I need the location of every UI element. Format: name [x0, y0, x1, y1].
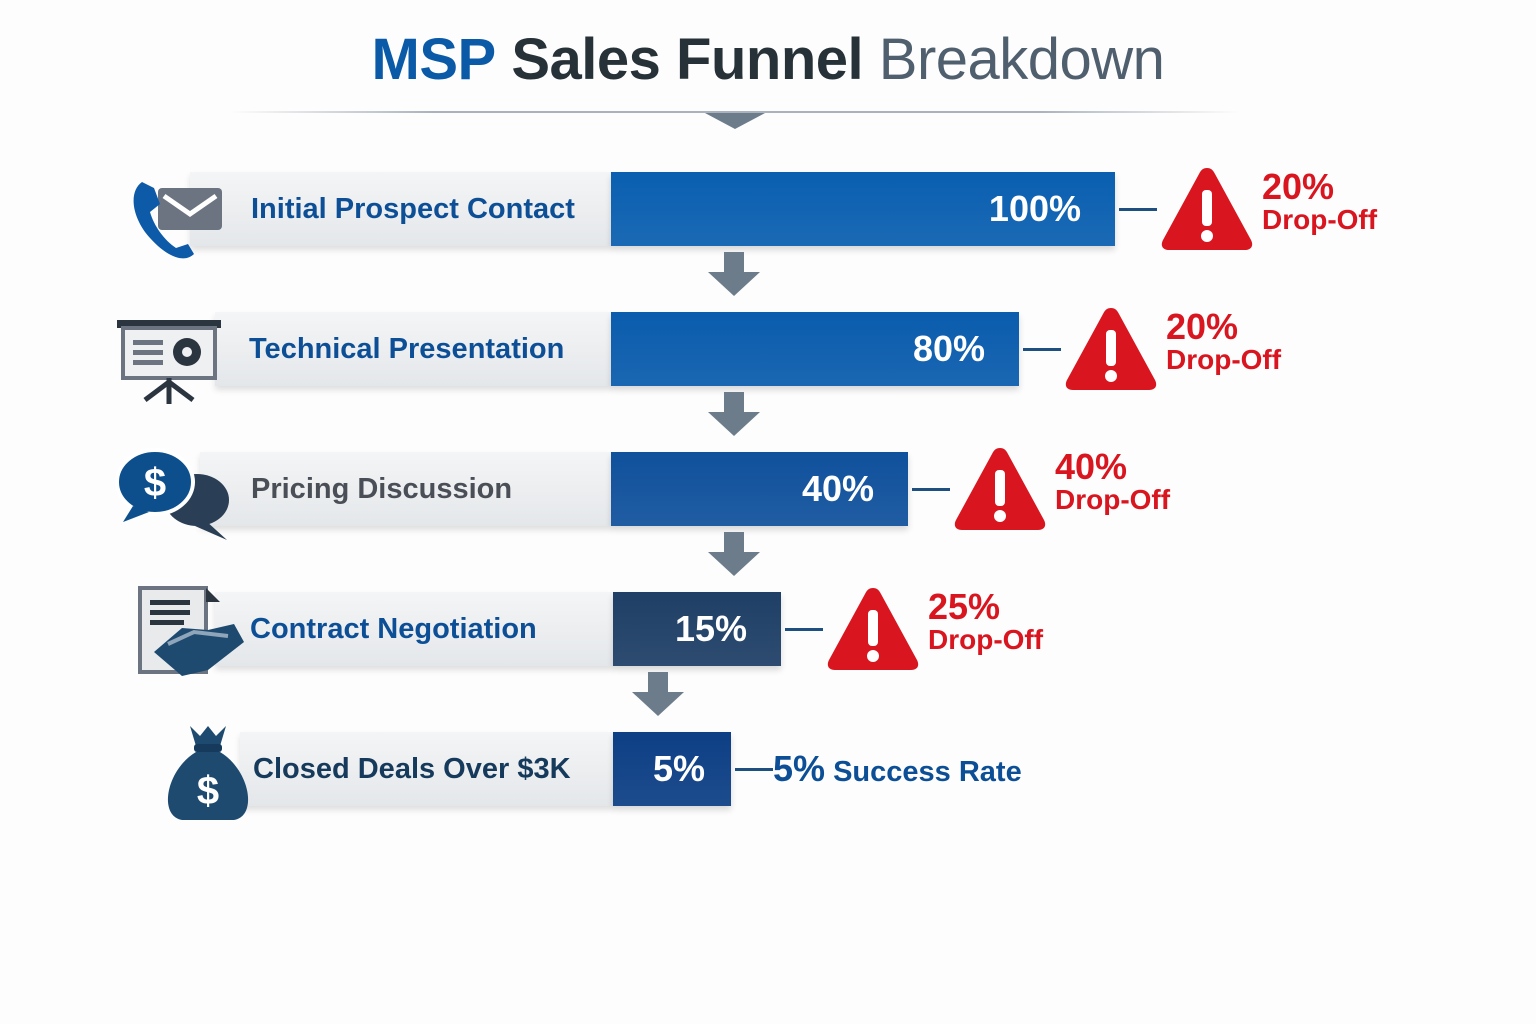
stage-label: Contract Negotiation: [250, 613, 537, 645]
stage-value-label: 5%: [652, 748, 705, 789]
stage-label-panel: [200, 452, 611, 526]
dropoff-annotation: 20% Drop-Off: [1166, 306, 1282, 376]
stage-bar: 80%: [611, 312, 1019, 386]
warning-triangle-icon: [825, 584, 921, 674]
dropoff-annotation: 40% Drop-Off: [1055, 446, 1171, 516]
stage-connector: [785, 628, 823, 631]
dropoff-value: 40%: [1055, 446, 1128, 487]
dropoff-label: Drop-Off: [1262, 204, 1378, 235]
stage-value-label: 40%: [801, 468, 874, 509]
presentation-gear-icon: [115, 316, 225, 411]
success-annotation: 5% Success Rate: [773, 732, 1022, 809]
stage-label: Initial Prospect Contact: [251, 193, 575, 225]
down-arrow-icon: [706, 392, 762, 436]
down-arrow-icon: [706, 252, 762, 296]
stage-label: Pricing Discussion: [251, 473, 513, 505]
title-part-msp: MSP: [371, 27, 497, 92]
stage-bar: 5%: [613, 732, 731, 806]
title-divider: [230, 111, 1240, 113]
dropoff-annotation: 25% Drop-Off: [928, 586, 1044, 656]
stage-label: Closed Deals Over $3K: [253, 753, 571, 785]
warning-triangle-icon: [1159, 164, 1255, 254]
dropoff-label: Drop-Off: [1055, 484, 1171, 515]
stage-connector: [1119, 208, 1157, 211]
svg-text:$: $: [144, 461, 166, 505]
dropoff-annotation: 20% Drop-Off: [1262, 166, 1378, 236]
page-title: MSP Sales Funnel Breakdown: [0, 26, 1536, 93]
stage-connector: [735, 768, 773, 771]
funnel-stage: Contract Negotiation 15% 25% Drop-Off: [0, 586, 1536, 670]
stage-bar: 100%: [611, 172, 1115, 246]
stage-value-label: 100%: [988, 188, 1081, 229]
dropoff-label: Drop-Off: [1166, 344, 1282, 375]
stage-label-panel: [190, 172, 611, 246]
dropoff-label: Drop-Off: [928, 624, 1044, 655]
dollar-chat-icon: $: [115, 446, 235, 551]
stage-value-label: 80%: [912, 328, 985, 369]
stage-label-panel: [215, 592, 613, 666]
funnel-stage: Closed Deals Over $3K 5% 5% Success Rate: [0, 732, 1536, 806]
money-bag-icon: $: [162, 724, 252, 829]
stage-label-panel: [240, 732, 613, 806]
stage-bar: 15%: [613, 592, 781, 666]
title-chevron-icon: [705, 113, 765, 129]
stage-label: Technical Presentation: [249, 333, 565, 365]
stage-label-panel: [215, 312, 611, 386]
dropoff-value: 25%: [928, 586, 1001, 627]
contract-handshake-icon: [138, 584, 248, 689]
stage-connector: [912, 488, 950, 491]
warning-triangle-icon: [952, 444, 1048, 534]
stage-value-label: 15%: [674, 608, 747, 649]
dropoff-value: 20%: [1166, 306, 1239, 347]
stage-bar: 40%: [611, 452, 908, 526]
success-label: Success Rate: [833, 756, 1022, 788]
dropoff-value: 20%: [1262, 166, 1335, 207]
title-part-breakdown: Breakdown: [878, 27, 1165, 92]
success-value: 5%: [773, 748, 826, 789]
title-part-sales-funnel: Sales Funnel: [511, 27, 864, 92]
warning-triangle-icon: [1063, 304, 1159, 394]
funnel-stage: Pricing Discussion 40% 40% Drop-Off: [0, 446, 1536, 530]
funnel-stage: Technical Presentation 80% 20% Drop-Off: [0, 306, 1536, 390]
down-arrow-icon: [630, 672, 686, 716]
stage-connector: [1023, 348, 1061, 351]
down-arrow-icon: [706, 532, 762, 576]
funnel-stage: Initial Prospect Contact 100% 20% Drop-Off: [0, 166, 1536, 250]
svg-text:$: $: [197, 769, 219, 813]
phone-mail-icon: [128, 178, 228, 273]
